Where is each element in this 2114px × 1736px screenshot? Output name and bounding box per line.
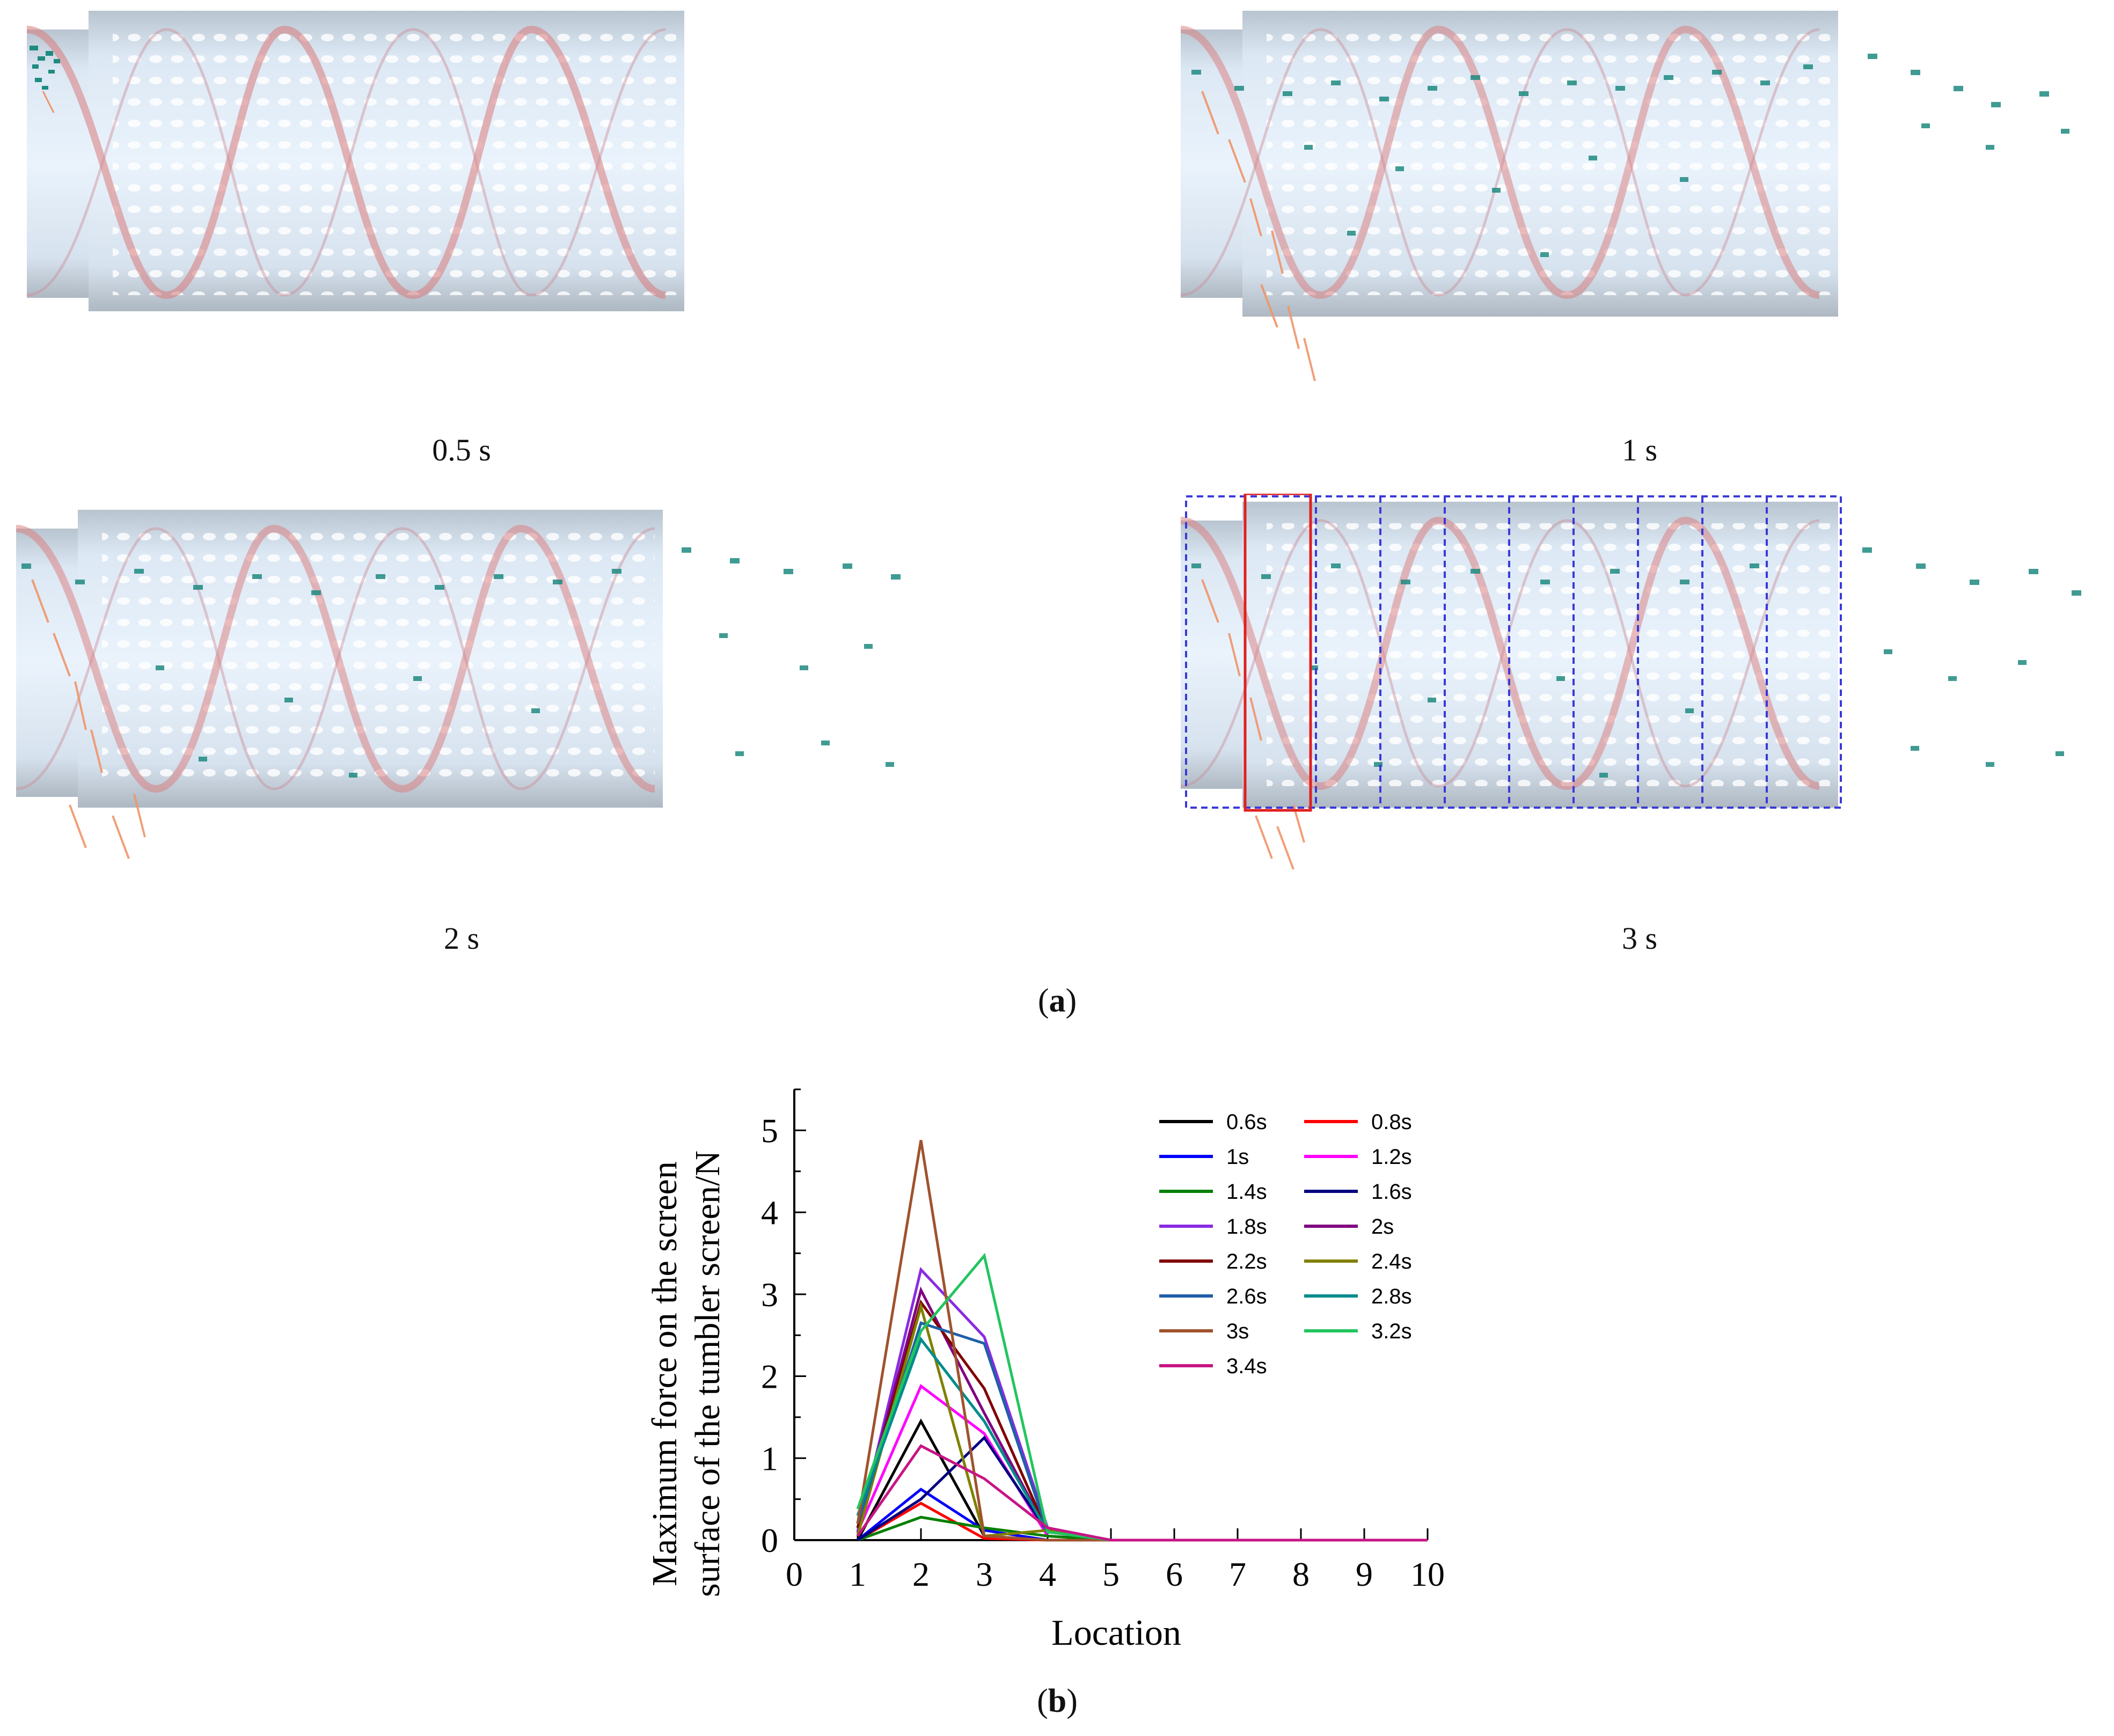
series-lines bbox=[856, 1140, 1428, 1542]
y-tick-label: 1 bbox=[761, 1439, 778, 1477]
snapshot-0-5s bbox=[26, 11, 684, 311]
x-tick-label: 10 bbox=[1410, 1555, 1445, 1593]
x-axis-label: Location bbox=[1051, 1612, 1181, 1653]
legend-label-3.4s: 3.4s bbox=[1226, 1354, 1267, 1378]
legend-label-1.6s: 1.6s bbox=[1371, 1180, 1412, 1204]
x-tick-label: 1 bbox=[849, 1555, 866, 1593]
x-tick-label: 8 bbox=[1292, 1555, 1310, 1593]
snapshot-caption: 2 s bbox=[443, 921, 480, 956]
series-line-1.6s bbox=[857, 1435, 1428, 1542]
legend-label-3s: 3s bbox=[1226, 1320, 1249, 1343]
legend-label-0.8s: 0.8s bbox=[1371, 1110, 1412, 1134]
y-tick-label: 4 bbox=[761, 1193, 778, 1232]
series-line-0.6s bbox=[856, 1418, 1428, 1542]
y-tick-label: 5 bbox=[761, 1111, 778, 1149]
legend-label-2.8s: 2.8s bbox=[1371, 1285, 1412, 1308]
snapshot-caption: 3 s bbox=[1621, 921, 1658, 956]
x-tick-label: 7 bbox=[1229, 1555, 1246, 1593]
y-tick-label: 0 bbox=[761, 1521, 778, 1559]
helix-curve bbox=[26, 25, 666, 299]
series-line-2.6s bbox=[856, 1321, 1428, 1542]
y-tick-label: 2 bbox=[761, 1358, 778, 1396]
x-tick-label: 5 bbox=[1102, 1555, 1120, 1593]
legend-label-0.6s: 0.6s bbox=[1226, 1110, 1267, 1134]
x-tick-label: 0 bbox=[786, 1555, 803, 1593]
legend-label-2.4s: 2.4s bbox=[1371, 1250, 1412, 1273]
snapshot-2s bbox=[16, 510, 901, 859]
legend: 0.6s 0.8s 1s 1.2s 1.4s 1.6s 1.8s 2s 2.2s 2.4s 2.6s… bbox=[1159, 1110, 1412, 1378]
panel-b-label: (b) bbox=[1037, 1683, 1078, 1719]
force-chart: 0 1 2 3 4 5 6 7 8 9 10 0 1 2 3 4 5 0.6s 0.8s 1s 1.2s 1.4s 1.6… bbox=[645, 1088, 1445, 1653]
legend-label-2.6s: 2.6s bbox=[1226, 1285, 1267, 1308]
axes: 0 1 2 3 4 5 6 7 8 9 10 0 1 2 3 4 5 bbox=[761, 1088, 1445, 1593]
series-line-1.4s bbox=[857, 1515, 1428, 1542]
helix-curve-2 bbox=[26, 28, 666, 297]
legend-label-1.4s: 1.4s bbox=[1226, 1180, 1267, 1204]
series-line-3.2s bbox=[856, 1252, 1428, 1542]
series-line-2.8s bbox=[856, 1336, 1428, 1542]
x-tick-label: 6 bbox=[1166, 1555, 1183, 1593]
particles bbox=[30, 46, 60, 90]
legend-label-3.2s: 3.2s bbox=[1371, 1320, 1412, 1343]
y-tick-label: 3 bbox=[761, 1276, 778, 1314]
series-line-3.4s bbox=[856, 1444, 1428, 1542]
y-axis-label-line1: Maximum force on the screen bbox=[645, 1161, 684, 1586]
legend-label-2.2s: 2.2s bbox=[1226, 1250, 1267, 1273]
snapshot-3s bbox=[1180, 494, 2081, 870]
legend-label-1.2s: 1.2s bbox=[1371, 1145, 1412, 1169]
legend-label-1.8s: 1.8s bbox=[1226, 1215, 1267, 1239]
legend-label-2s: 2s bbox=[1371, 1215, 1394, 1239]
y-axis-label-line2: surface of the tumbler screen/N bbox=[688, 1151, 727, 1597]
snapshot-caption: 1 s bbox=[1621, 433, 1658, 467]
series-line-1.8s bbox=[856, 1266, 1428, 1542]
x-tick-label: 9 bbox=[1356, 1555, 1373, 1593]
legend-label-1s: 1s bbox=[1226, 1145, 1249, 1169]
panel-a: 0.5 s 1 s bbox=[16, 11, 2081, 1019]
panel-a-label: (a) bbox=[1037, 983, 1077, 1019]
x-tick-label: 2 bbox=[912, 1555, 930, 1593]
location-grid bbox=[1185, 495, 1842, 809]
snapshot-caption: 0.5 s bbox=[432, 433, 491, 467]
location-highlight bbox=[1243, 494, 1312, 812]
x-tick-label: 4 bbox=[1039, 1555, 1056, 1593]
location-dividers bbox=[1315, 496, 1768, 808]
x-tick-label: 3 bbox=[976, 1555, 993, 1593]
series-line-3s bbox=[856, 1140, 1428, 1542]
snapshot-1s bbox=[1180, 11, 2069, 382]
screen-holes bbox=[113, 32, 676, 295]
